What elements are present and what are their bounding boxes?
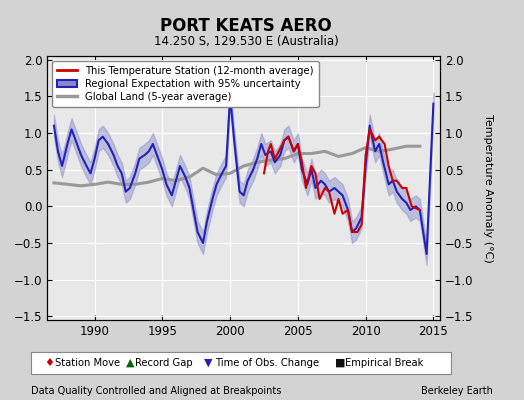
Text: ▲: ▲ bbox=[126, 358, 134, 368]
Text: ▼: ▼ bbox=[204, 358, 213, 368]
Text: Time of Obs. Change: Time of Obs. Change bbox=[215, 358, 319, 368]
Text: ♦: ♦ bbox=[45, 358, 54, 368]
Text: PORT KEATS AERO: PORT KEATS AERO bbox=[160, 17, 332, 35]
Legend: This Temperature Station (12-month average), Regional Expectation with 95% uncer: This Temperature Station (12-month avera… bbox=[52, 61, 319, 107]
Text: Station Move: Station Move bbox=[55, 358, 120, 368]
Text: 14.250 S, 129.530 E (Australia): 14.250 S, 129.530 E (Australia) bbox=[154, 36, 339, 48]
Y-axis label: Temperature Anomaly (°C): Temperature Anomaly (°C) bbox=[483, 114, 493, 262]
Text: Record Gap: Record Gap bbox=[135, 358, 193, 368]
Text: Berkeley Earth: Berkeley Earth bbox=[421, 386, 493, 396]
Text: ■: ■ bbox=[335, 358, 346, 368]
Text: Data Quality Controlled and Aligned at Breakpoints: Data Quality Controlled and Aligned at B… bbox=[31, 386, 282, 396]
Text: Empirical Break: Empirical Break bbox=[345, 358, 423, 368]
